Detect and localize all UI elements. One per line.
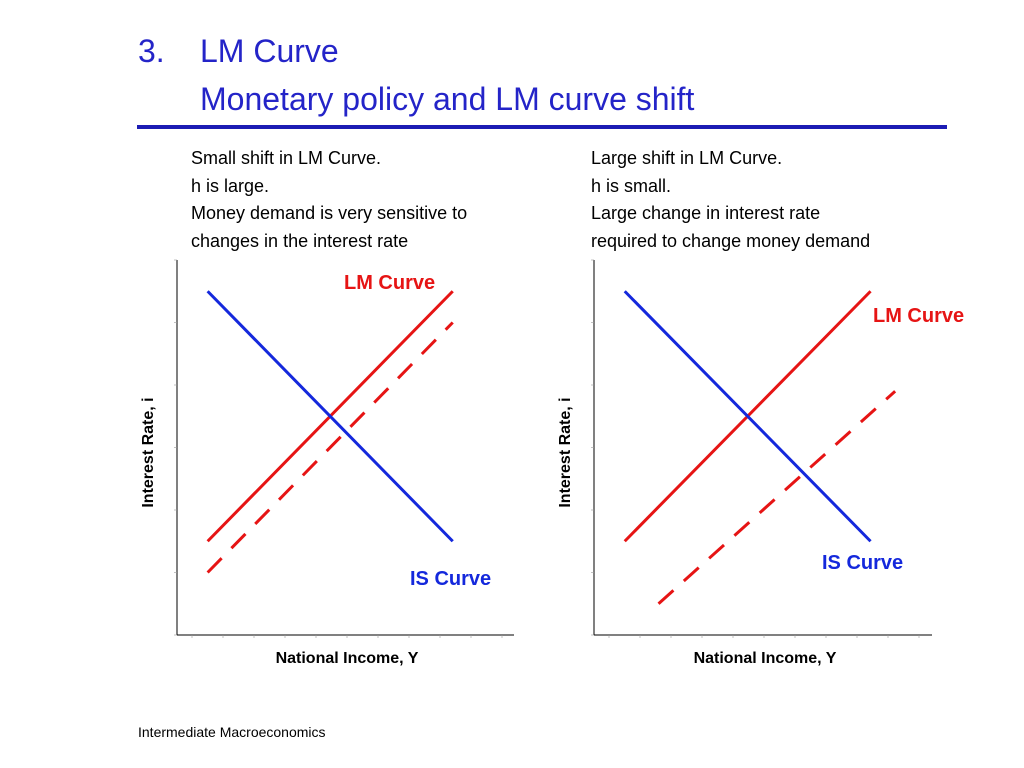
y-axis-label: Interest Rate, i bbox=[140, 397, 157, 507]
left-description-line: Money demand is very sensitive to bbox=[191, 203, 468, 223]
lm-curve-shifted-line bbox=[657, 390, 897, 605]
left-description-line: changes in the interest rate bbox=[191, 230, 409, 251]
is-curve-label: IS Curve bbox=[410, 568, 491, 590]
footer-text: Intermediate Macroeconomics bbox=[138, 724, 326, 740]
x-axis-label: National Income, Y bbox=[276, 650, 419, 667]
title-rule bbox=[137, 125, 947, 129]
title-number: 3. bbox=[138, 33, 165, 69]
title-main: LM Curve bbox=[200, 33, 339, 69]
right-description: Large shift in LM Curve. h is small. Lar… bbox=[591, 145, 870, 255]
chart-panel-1: LM Curve IS Curve National Income, Y Intere… bbox=[140, 259, 514, 667]
slide-subtitle: Monetary policy and LM curve shift bbox=[200, 81, 695, 117]
lm-curve-shifted-line bbox=[206, 321, 454, 574]
right-description-line: h is small. bbox=[591, 175, 672, 196]
chart-panel-2: LM Curve IS Curve National Income, Y Intere… bbox=[557, 259, 964, 667]
x-axis-label: National Income, Y bbox=[694, 650, 837, 667]
is-curve-line bbox=[206, 290, 454, 543]
left-description-line: Small shift in LM Curve. bbox=[191, 148, 382, 168]
is-curve-line bbox=[623, 290, 872, 543]
is-curve-label: IS Curve bbox=[822, 552, 903, 574]
lm-curve-label: LM Curve bbox=[873, 305, 964, 327]
left-description-line: h is large. bbox=[191, 175, 270, 196]
right-description-line: required to change money demand bbox=[591, 230, 871, 251]
right-description-line: Large change in interest rate bbox=[591, 203, 821, 223]
y-axis-label: Interest Rate, i bbox=[557, 397, 574, 507]
left-description: Small shift in LM Curve. h is large. Mon… bbox=[191, 145, 467, 255]
right-description-line: Large shift in LM Curve. bbox=[591, 148, 783, 168]
lm-curve-label: LM Curve bbox=[344, 272, 435, 294]
